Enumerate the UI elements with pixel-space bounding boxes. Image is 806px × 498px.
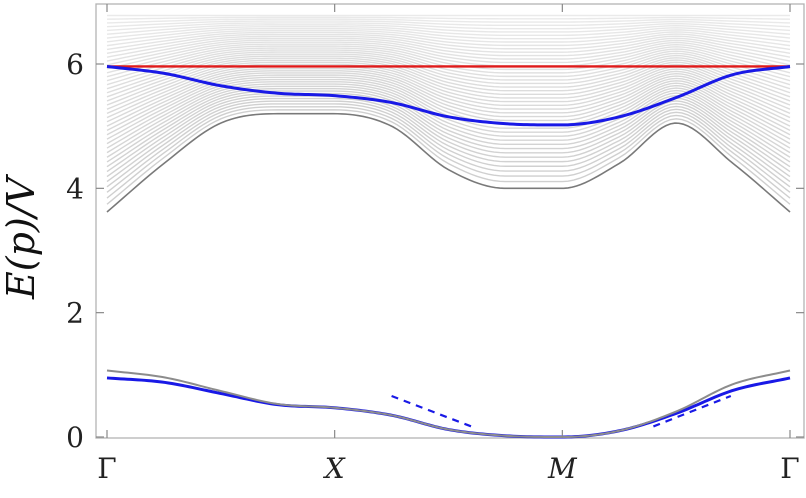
asymptote-dashed-line bbox=[652, 394, 732, 428]
band-curve bbox=[106, 57, 791, 102]
band-curve bbox=[106, 65, 791, 119]
band-curve bbox=[106, 31, 791, 51]
band-curve bbox=[106, 67, 791, 123]
band-curve bbox=[106, 106, 791, 199]
band-curve bbox=[106, 109, 791, 205]
band-curve bbox=[106, 37, 791, 62]
y-tick-label: 0 bbox=[66, 421, 84, 454]
band-curve bbox=[106, 45, 791, 78]
y-tick-label: 6 bbox=[66, 48, 84, 81]
band-curve bbox=[106, 76, 791, 140]
band-curve bbox=[106, 72, 791, 132]
band-curve bbox=[106, 41, 791, 70]
band-curve bbox=[106, 95, 791, 178]
band-curve bbox=[106, 51, 791, 90]
band-lower-edge bbox=[106, 112, 791, 213]
band-curve bbox=[106, 85, 791, 158]
x-tick-label: M bbox=[547, 452, 578, 485]
blue-band-curve bbox=[106, 376, 791, 439]
asymptote-dashed-line bbox=[391, 394, 472, 428]
band-curve bbox=[106, 83, 791, 154]
band-curve bbox=[106, 18, 791, 24]
band-curve bbox=[106, 29, 791, 47]
band-curve bbox=[106, 43, 791, 74]
band-curve bbox=[106, 100, 791, 188]
band-curve bbox=[106, 81, 791, 149]
band-curve bbox=[106, 63, 791, 114]
tick-layer: 0 2 4 6 Γ X M Γ bbox=[66, 4, 804, 485]
band-curve bbox=[106, 22, 791, 32]
series-layer bbox=[106, 65, 791, 439]
band-curve bbox=[106, 97, 791, 183]
band-curve bbox=[106, 39, 791, 66]
band-curve bbox=[106, 27, 791, 43]
band-curve bbox=[106, 103, 791, 193]
band-curve bbox=[106, 33, 791, 54]
band-curve bbox=[106, 74, 791, 136]
plot-frame bbox=[95, 3, 805, 439]
band-curve bbox=[106, 88, 791, 163]
band-curve bbox=[106, 70, 791, 127]
band-curve bbox=[106, 53, 791, 94]
band-curve bbox=[106, 26, 791, 39]
band-curve bbox=[106, 24, 791, 35]
band-curve bbox=[106, 55, 791, 98]
y-tick-label: 2 bbox=[66, 297, 84, 330]
y-tick-label: 4 bbox=[66, 172, 84, 205]
x-tick-label: X bbox=[323, 452, 346, 485]
band-curve bbox=[106, 49, 791, 86]
band-curve bbox=[106, 16, 791, 20]
x-tick-label: Γ bbox=[97, 452, 116, 485]
band-curve bbox=[106, 92, 791, 173]
blue-band-curve bbox=[106, 65, 791, 127]
y-axis-title: E(p)/V bbox=[0, 173, 43, 300]
band-curve bbox=[106, 20, 791, 28]
band-continuum bbox=[106, 14, 791, 213]
band-curve bbox=[106, 59, 791, 106]
gray-band-curve bbox=[106, 369, 791, 438]
x-tick-label: Γ bbox=[780, 452, 799, 485]
band-curve bbox=[106, 35, 791, 58]
